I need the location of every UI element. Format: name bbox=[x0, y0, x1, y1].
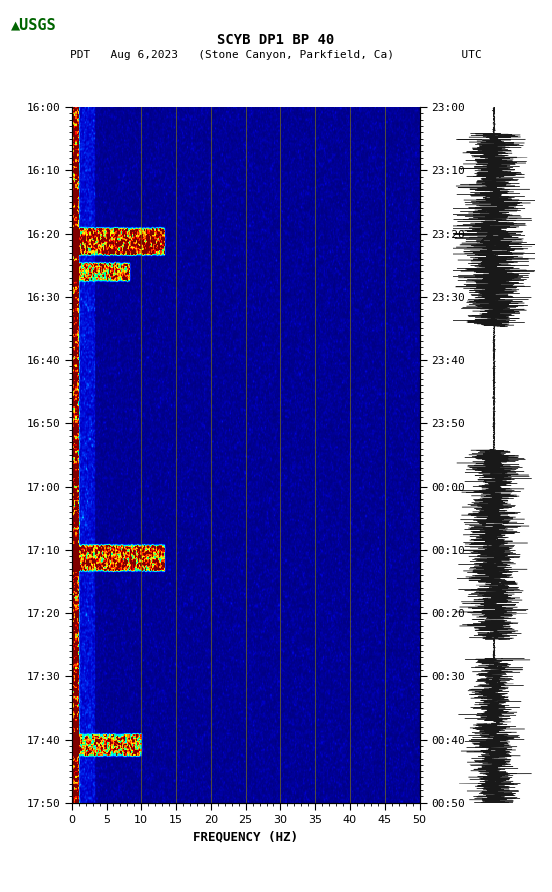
X-axis label: FREQUENCY (HZ): FREQUENCY (HZ) bbox=[193, 830, 298, 843]
Text: SCYB DP1 BP 40: SCYB DP1 BP 40 bbox=[217, 33, 335, 47]
Text: ▲USGS: ▲USGS bbox=[11, 18, 57, 32]
Text: PDT   Aug 6,2023   (Stone Canyon, Parkfield, Ca)          UTC: PDT Aug 6,2023 (Stone Canyon, Parkfield,… bbox=[70, 50, 482, 61]
